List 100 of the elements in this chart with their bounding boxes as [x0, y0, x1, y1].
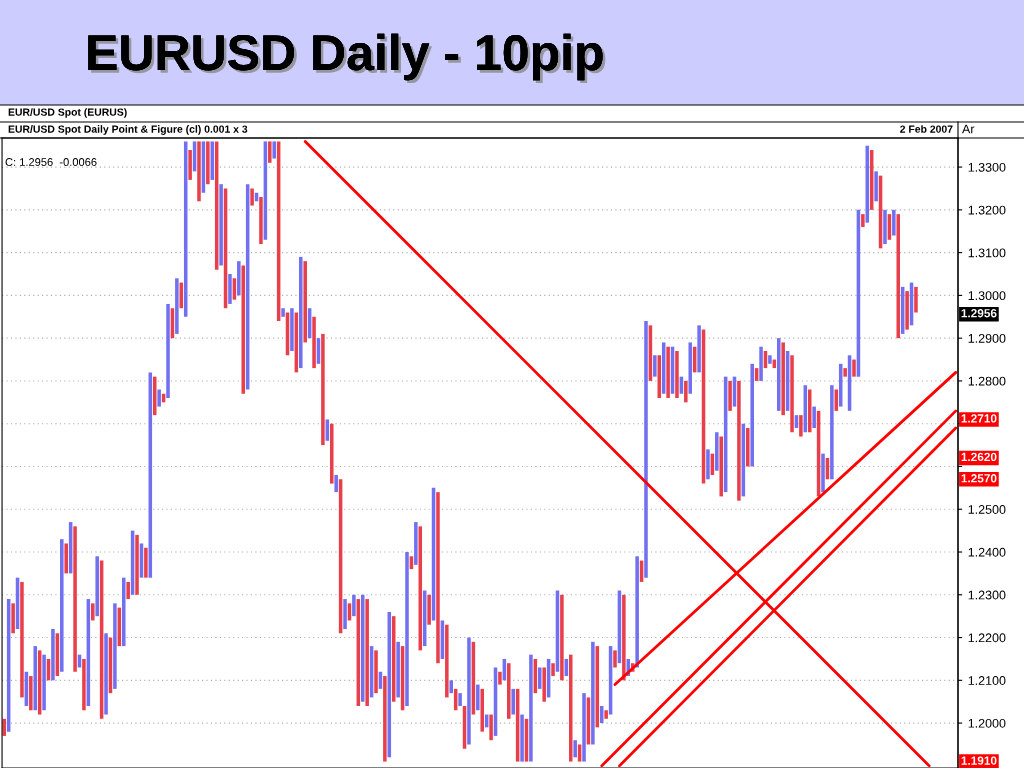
bar: [759, 346, 763, 381]
bar: [157, 389, 161, 407]
bar: [746, 427, 750, 467]
bar: [790, 355, 794, 433]
bar: [684, 380, 688, 403]
bar: [427, 594, 431, 625]
annotation: C: 1.2956 -0.0066: [5, 158, 97, 166]
bar: [807, 389, 812, 433]
bar: [821, 453, 825, 493]
bar: [104, 633, 108, 715]
bar: [33, 646, 38, 711]
bar: [73, 526, 77, 672]
bar: [830, 385, 834, 480]
bar: [144, 547, 148, 578]
bar: [42, 654, 46, 711]
bar: [688, 342, 693, 394]
bar: [343, 599, 347, 629]
bar: [60, 539, 64, 672]
bar: [635, 556, 639, 668]
bar: [776, 338, 781, 411]
bar: [467, 637, 471, 745]
bar: [812, 406, 816, 428]
bar: [560, 594, 564, 681]
bar: [206, 141, 210, 185]
bar: [290, 308, 294, 351]
bar: [113, 603, 117, 689]
bar: [250, 188, 254, 206]
bar: [268, 141, 272, 163]
bar: [445, 624, 449, 698]
bar: [329, 423, 334, 484]
bar: [613, 650, 617, 668]
bar: [750, 363, 754, 467]
bar: [383, 676, 387, 762]
bar: [210, 141, 215, 180]
bar: [237, 261, 241, 296]
text: Ar: [962, 124, 975, 134]
bar: [905, 291, 909, 330]
chart-subtitle: EUR/USD Spot Daily Point & Figure (cl) 0.001 x 3: [8, 125, 248, 135]
bar: [20, 581, 24, 698]
bar: [476, 684, 480, 711]
y-tick-label: 1.2400: [968, 547, 1006, 557]
bar: [299, 256, 303, 369]
annotation: 1.2956: [961, 309, 997, 318]
bar: [166, 303, 170, 399]
y-tick-label: 1.2000: [968, 718, 1006, 728]
bar: [414, 522, 418, 565]
bar: [737, 380, 741, 501]
bar: [219, 184, 223, 266]
bar: [312, 316, 316, 369]
bar: [728, 380, 732, 411]
y-tick-label: 1.2500: [968, 505, 1006, 514]
bar: [852, 359, 856, 377]
y-tick-label: 1.3200: [968, 205, 1006, 215]
annotation: 1.1910: [961, 756, 997, 765]
bar: [396, 641, 400, 698]
annotation: 1.2710: [961, 414, 997, 423]
bar: [241, 265, 246, 394]
y-tick-label: 1.3000: [968, 291, 1006, 301]
bar: [259, 197, 263, 245]
bar: [781, 342, 785, 416]
bar: [542, 667, 546, 702]
bar: [538, 667, 542, 689]
chart-title: EURUSD Daily - 10pip: [88, 33, 606, 84]
bar: [135, 534, 139, 595]
bar: [51, 629, 55, 681]
bar: [498, 671, 502, 685]
bar: [374, 650, 378, 694]
bar: [82, 658, 86, 711]
bar: [91, 603, 95, 621]
bar: [653, 355, 657, 377]
bar: [458, 693, 462, 706]
bar: [861, 214, 865, 227]
y-tick-label: 1.3300: [968, 162, 1006, 172]
bar: [188, 149, 192, 180]
bar: [697, 325, 701, 373]
bar: [896, 214, 901, 339]
bar: [152, 376, 157, 416]
bar: [892, 209, 896, 236]
y-tick-label: 1.2300: [968, 590, 1006, 600]
bar: [719, 436, 723, 497]
bar: [334, 475, 338, 493]
bar: [622, 594, 626, 681]
bar: [644, 321, 648, 578]
bar: [11, 603, 15, 634]
bar: [529, 654, 533, 762]
bar: [657, 355, 662, 399]
bar: [883, 209, 887, 245]
bar: [126, 581, 130, 600]
bar: [573, 740, 577, 758]
bar: [874, 171, 878, 202]
y-tick-label: 1.2800: [968, 376, 1006, 386]
bar: [768, 355, 772, 364]
bar: [706, 449, 710, 480]
bar: [449, 680, 454, 694]
bar: [405, 552, 409, 706]
bar: [95, 556, 99, 617]
bar: [666, 346, 670, 399]
y-tick-label: 1.2200: [968, 633, 1006, 643]
bar: [365, 599, 369, 706]
bar: [604, 710, 608, 719]
